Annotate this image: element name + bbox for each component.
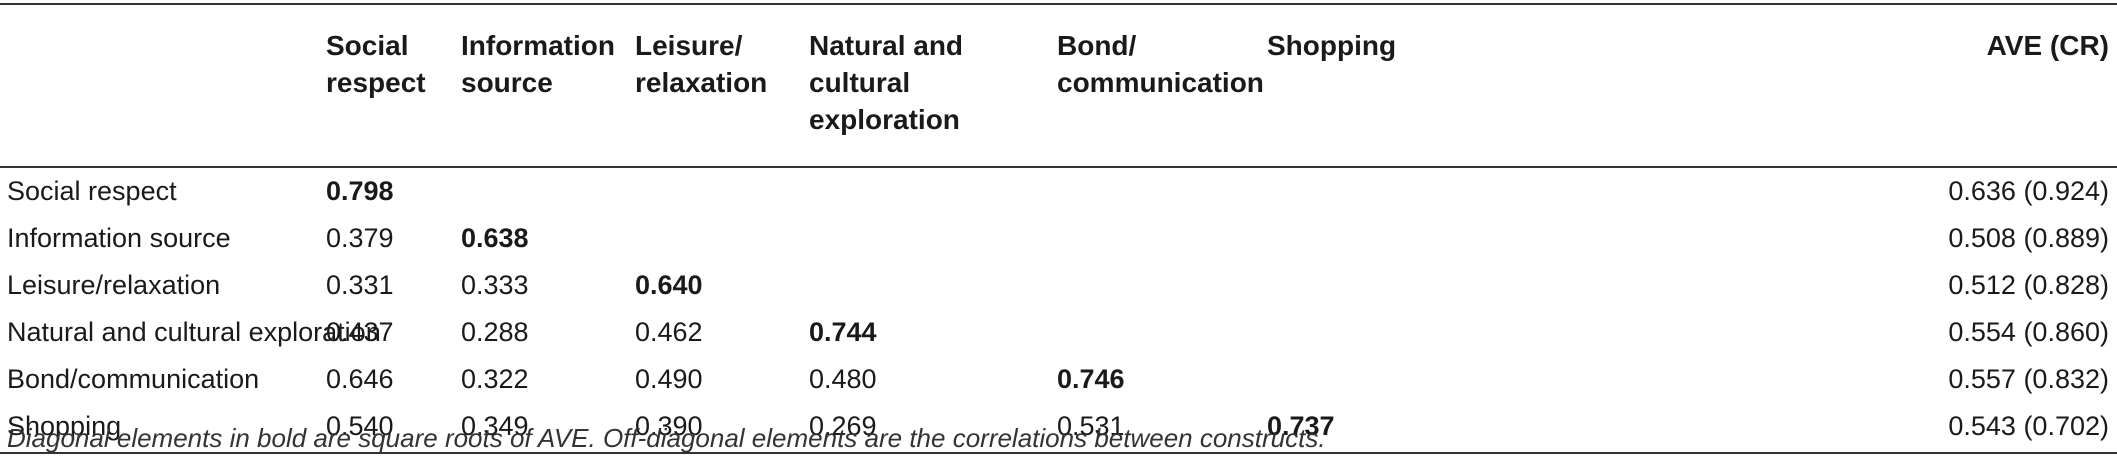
table-cell — [1267, 215, 1427, 262]
column-header: Shopping — [1267, 4, 1427, 167]
column-header-line: Information — [461, 30, 615, 61]
header-cell-empty — [0, 4, 326, 167]
table-cell: 0.333 — [461, 270, 529, 300]
column-header: Leisure/relaxation — [635, 4, 809, 167]
header-row: Social respect Information source Leisure/re… — [0, 4, 2117, 167]
table-cell — [1057, 309, 1267, 356]
ave-cr-cell: 0.557 (0.832) — [1948, 364, 2109, 394]
column-header-line: source — [461, 67, 553, 98]
table-cell — [635, 167, 809, 215]
table-cell — [1057, 167, 1267, 215]
table-cell: 0.462 — [635, 317, 703, 347]
table-row: Leisure/relaxation 0.331 0.333 0.640 0.512 (… — [0, 262, 2117, 309]
table-footnote: Diagonal elements in bold are square roo… — [7, 423, 1326, 453]
column-header-line: Social — [326, 30, 409, 61]
table-cell: 0.288 — [461, 317, 529, 347]
row-label: Information source — [7, 223, 231, 253]
column-header-line: Leisure/ — [635, 30, 743, 61]
table-row: Bond/communication 0.646 0.322 0.490 0.480 0.… — [0, 356, 2117, 403]
column-header-line: respect — [326, 67, 426, 98]
table-cell — [809, 262, 1057, 309]
table-cell: 0.349 — [461, 411, 529, 441]
diagonal-cell: 0.746 — [1057, 364, 1125, 394]
table-cell: 0.269 — [809, 411, 877, 441]
column-header-line: Shopping — [1267, 30, 1397, 61]
table-cell: 0.331 — [326, 270, 394, 300]
column-header-line: relaxation — [635, 67, 768, 98]
table-row: Natural and cultural exploration 0.437 0.2… — [0, 309, 2117, 356]
column-header: Bond/communication — [1057, 4, 1267, 167]
row-label: Social respect — [7, 176, 177, 206]
table-cell: 0.480 — [809, 364, 877, 394]
table-cell: 0.531 — [1057, 411, 1125, 441]
column-header-line: exploration — [809, 104, 960, 135]
column-header-line: communication — [1057, 67, 1264, 98]
table-row: Social respect 0.798 0.636 (0.924) — [0, 167, 2117, 215]
correlation-table: Social respect Information source Leisure/re… — [0, 3, 2117, 454]
table-cell — [635, 215, 809, 262]
ave-cr-cell: 0.512 (0.828) — [1948, 270, 2109, 300]
column-header: Information source — [461, 4, 635, 167]
diagonal-cell: 0.638 — [461, 223, 529, 253]
table-cell: 0.322 — [461, 364, 529, 394]
column-header: AVE (CR) — [1427, 4, 2117, 167]
table-cell: 0.437 — [326, 317, 394, 347]
column-header: Natural and cultural exploration — [809, 4, 1057, 167]
table-cell — [1267, 356, 1427, 403]
table-cell: 0.490 — [635, 364, 703, 394]
table-row: Information source 0.379 0.638 0.508 (0.889… — [0, 215, 2117, 262]
row-label: Bond/communication — [7, 364, 260, 394]
ave-cr-cell: 0.543 (0.702) — [1948, 411, 2109, 441]
row-label: Natural and cultural exploration — [7, 317, 381, 347]
column-header: Social respect — [326, 4, 461, 167]
diagonal-cell: 0.737 — [1267, 411, 1335, 441]
column-header-line: AVE (CR) — [1986, 30, 2109, 61]
diagonal-cell: 0.744 — [809, 317, 877, 347]
ave-cr-cell: 0.554 (0.860) — [1948, 317, 2109, 347]
table-cell — [1267, 309, 1427, 356]
diagonal-cell: 0.798 — [326, 176, 394, 206]
ave-cr-cell: 0.636 (0.924) — [1948, 176, 2109, 206]
table-cell — [1267, 167, 1427, 215]
table-cell — [1057, 262, 1267, 309]
table-header: Social respect Information source Leisure/re… — [0, 4, 2117, 167]
table-cell: 0.646 — [326, 364, 394, 394]
table-cell — [461, 167, 635, 215]
row-label: Shopping — [7, 411, 122, 441]
ave-cr-cell: 0.508 (0.889) — [1948, 223, 2109, 253]
column-header-line: Natural and cultural — [809, 30, 964, 98]
table-cell: 0.540 — [326, 411, 394, 441]
table-cell — [1267, 262, 1427, 309]
table-cell: 0.390 — [635, 411, 703, 441]
table-row: Shopping 0.540 0.349 0.390 0.269 0.531 0.737 0.… — [0, 403, 2117, 453]
table-cell — [1057, 215, 1267, 262]
diagonal-cell: 0.640 — [635, 270, 703, 300]
table-cell — [809, 167, 1057, 215]
row-label: Leisure/relaxation — [7, 270, 221, 300]
table-body: Social respect 0.798 0.636 (0.924) Informat… — [0, 167, 2117, 453]
table-cell — [809, 215, 1057, 262]
column-header-line: Bond/ — [1057, 30, 1137, 61]
table-cell: 0.379 — [326, 223, 394, 253]
